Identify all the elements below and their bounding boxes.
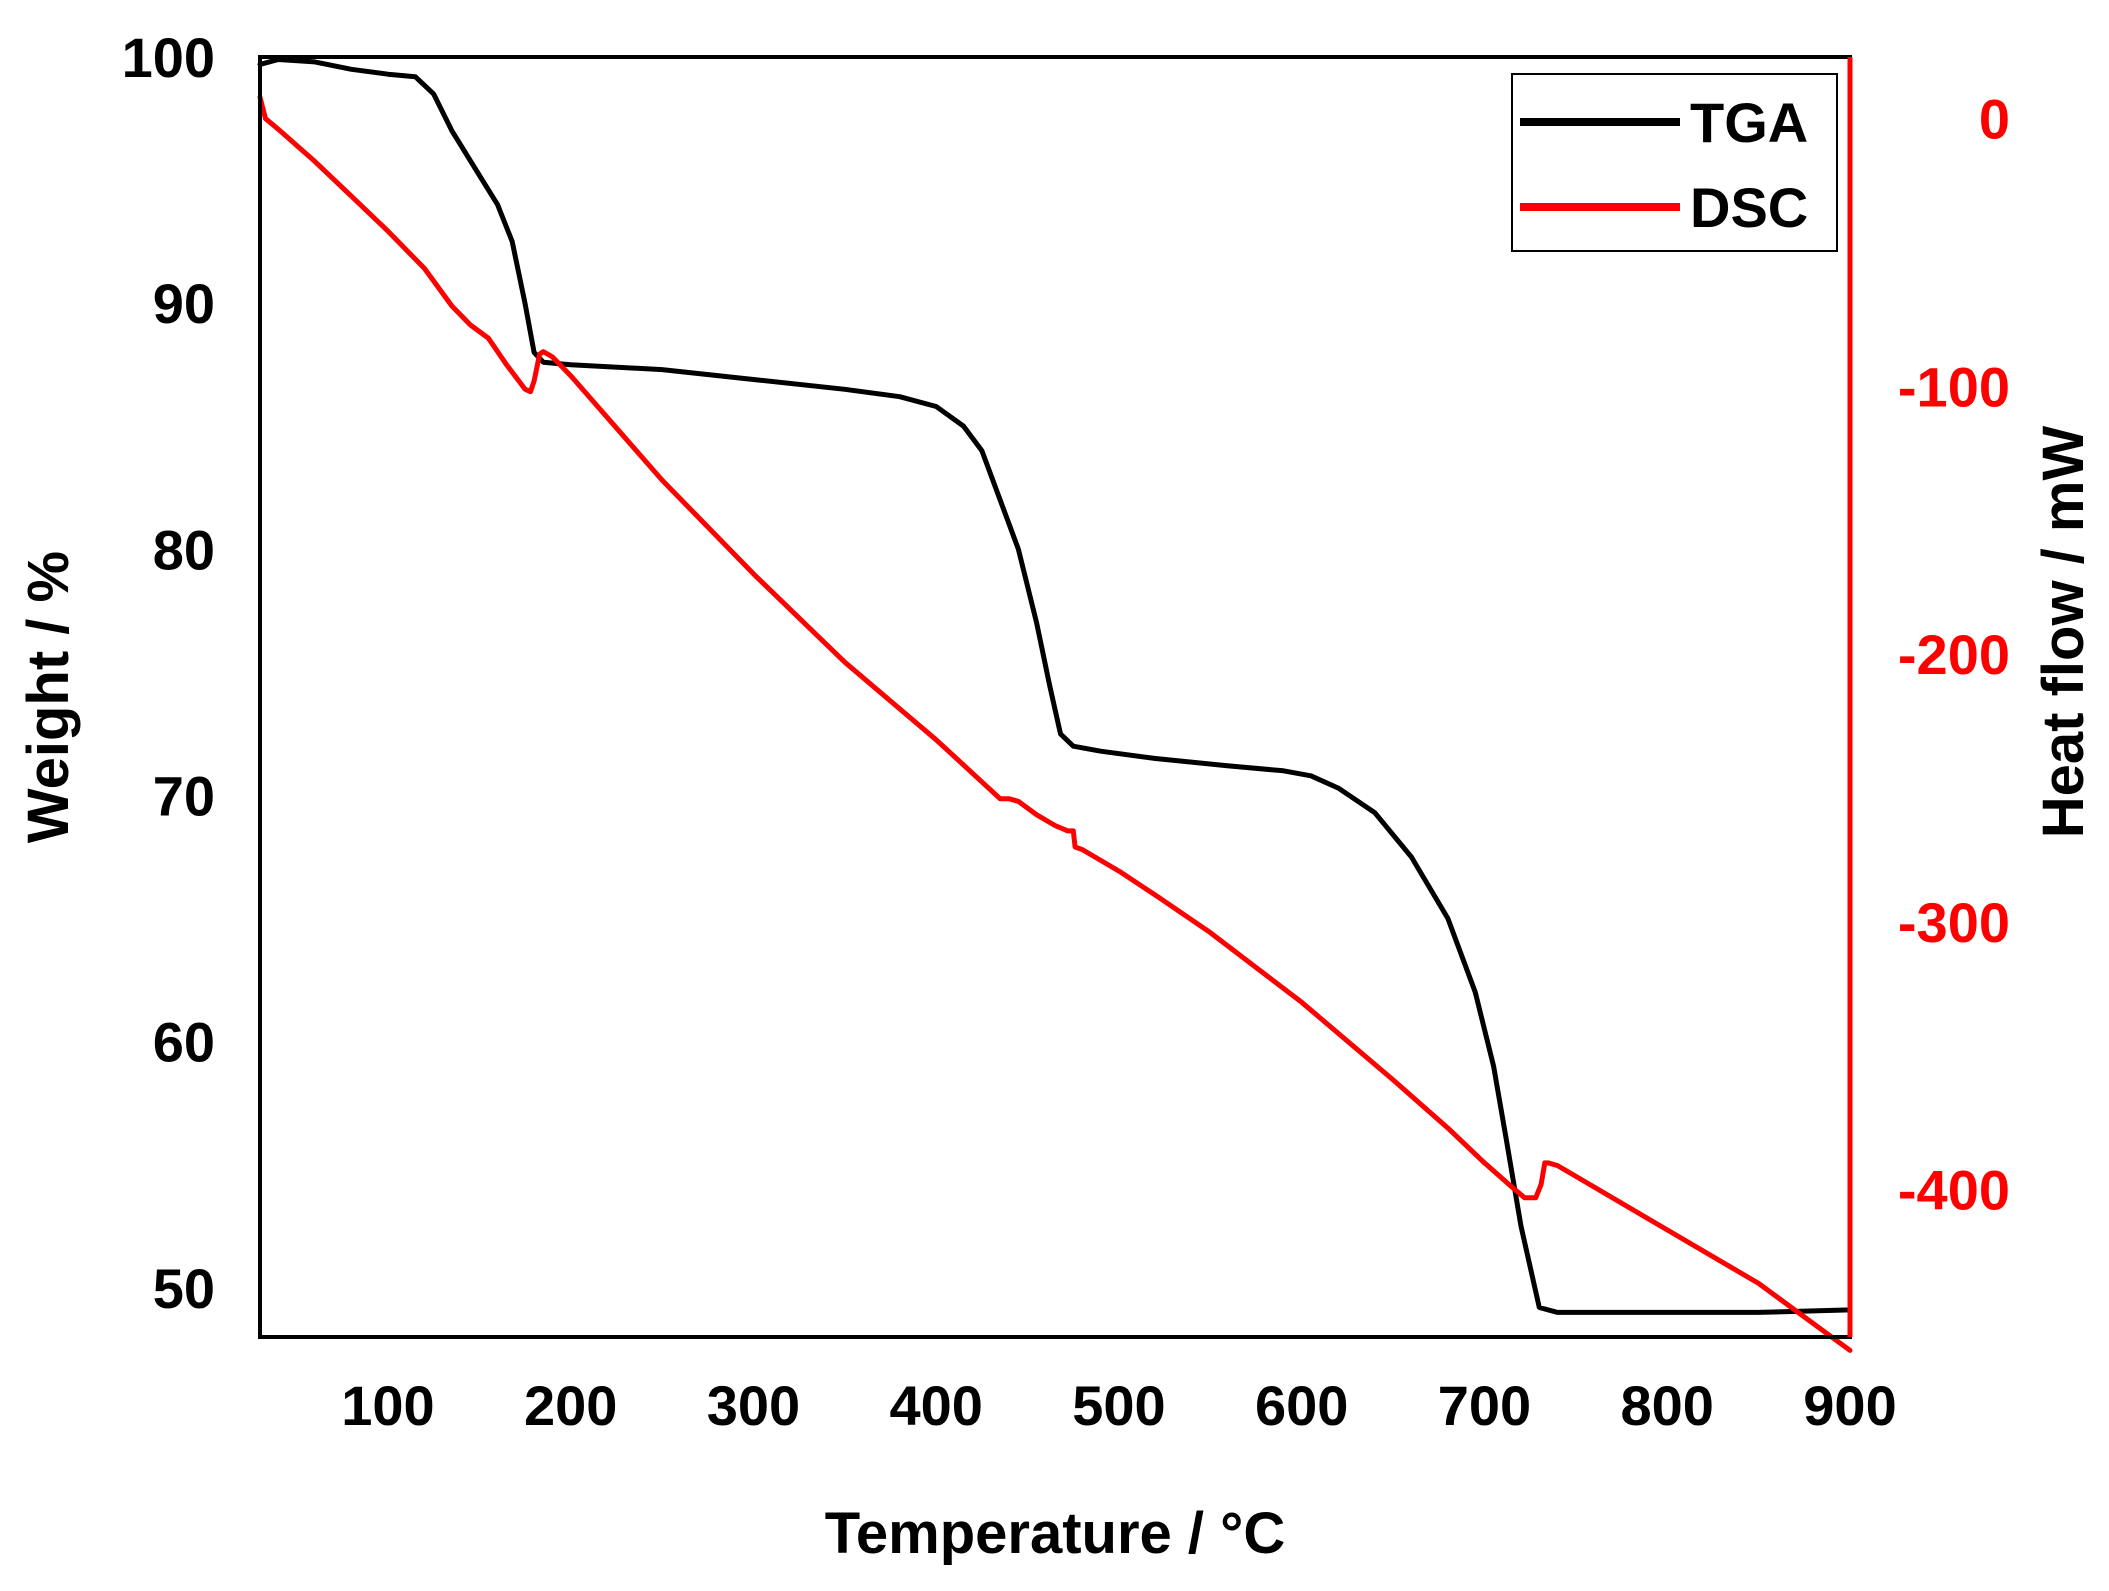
legend-box: [1511, 73, 1838, 252]
y-tick-label: 90: [153, 272, 215, 335]
series-line-dsc: [257, 94, 1853, 1353]
right-axis-tick-label: -200: [1898, 623, 2010, 686]
y-tick-label: 50: [153, 1257, 215, 1320]
right-axis-tick-label: -100: [1898, 355, 2010, 418]
right-axis-tick-label: -400: [1898, 1159, 2010, 1222]
x-tick-label: 200: [524, 1374, 617, 1437]
y-tick-label: 60: [153, 1011, 215, 1074]
axes-layer: [258, 55, 1853, 1339]
x-tick-label: 800: [1621, 1374, 1714, 1437]
legend: TGA DSC: [1511, 73, 1838, 252]
x-tick-label: 700: [1438, 1374, 1531, 1437]
y-tick-label: 100: [122, 26, 215, 89]
legend-label-dsc: DSC: [1690, 176, 1808, 239]
right-axis-title: Heat flow / mW: [2031, 426, 2096, 839]
x-tick-label: 100: [341, 1374, 434, 1437]
y-tick-label: 80: [153, 518, 215, 581]
right-axis-tick-label: -300: [1898, 891, 2010, 954]
ticks-layer: 100 200 300 400 500 600 700 800 900 50 60 70 80 90 100…: [122, 26, 2010, 1437]
x-tick-label: 900: [1803, 1374, 1896, 1437]
right-axis-tick-label: 0: [1979, 88, 2010, 151]
x-tick-label: 500: [1072, 1374, 1165, 1437]
series-layer: [257, 57, 1853, 1353]
x-tick-label: 300: [707, 1374, 800, 1437]
legend-label-tga: TGA: [1690, 91, 1808, 154]
x-axis-title: Temperature / °C: [825, 1501, 1285, 1566]
x-tick-label: 600: [1255, 1374, 1348, 1437]
y-axis-title: Weight / %: [16, 551, 81, 843]
x-tick-label: 400: [889, 1374, 982, 1437]
series-line-tga: [257, 57, 1853, 1315]
y-tick-label: 70: [153, 764, 215, 827]
